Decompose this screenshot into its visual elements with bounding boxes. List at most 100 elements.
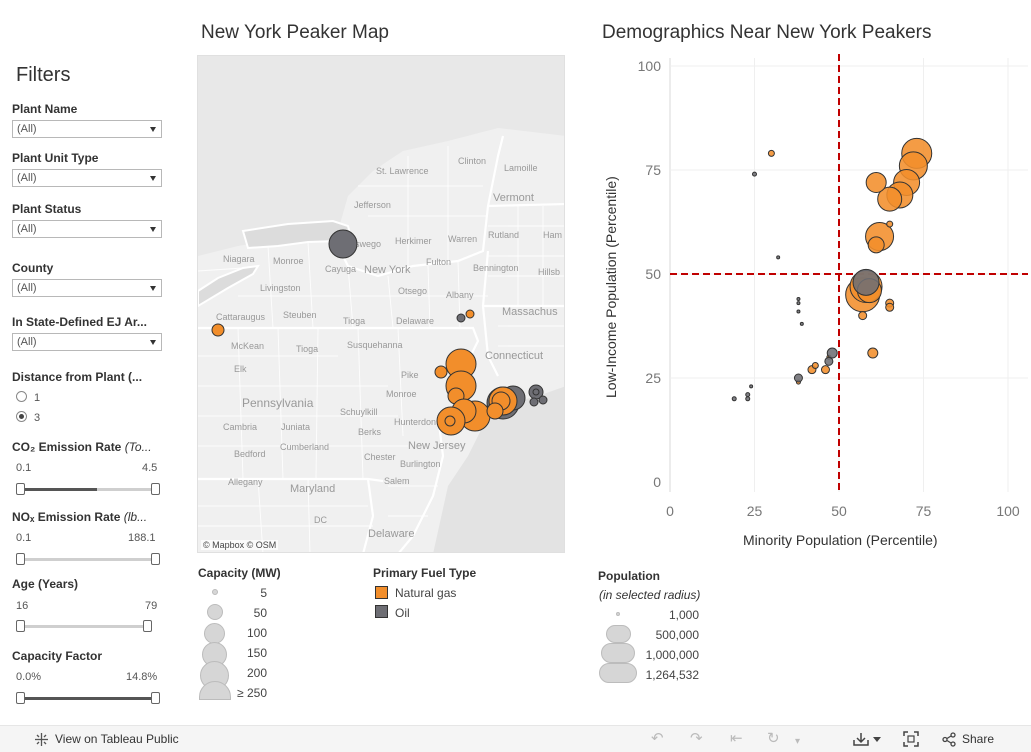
nox-slider-max-handle[interactable] [151,553,160,565]
x-tick-label: 100 [996,503,1020,519]
population-legend-bubble [606,625,631,643]
plant-marker-oil[interactable] [529,397,539,407]
plant-name-select[interactable]: (All) [12,120,162,138]
redo-icon[interactable]: ↷ [690,730,703,747]
plant-status-label: Plant Status [12,202,82,216]
capacity-legend-value: 200 [246,666,267,680]
plant-marker-gas[interactable] [465,309,475,319]
fuel-legend-title: Primary Fuel Type [373,566,477,580]
co2-label-unit: (To... [124,440,152,454]
oil-point [796,296,801,301]
plant-unit-type-select[interactable]: (All) [12,169,162,187]
distance-option-1[interactable]: 1 [16,391,40,404]
share-button[interactable]: Share [962,732,995,746]
oil-point [749,384,754,389]
refresh-icon[interactable]: ↻ [767,730,780,747]
capacity-factor-slider-min-handle[interactable] [16,692,25,704]
natural-gas-swatch[interactable] [375,586,388,599]
peaker-map[interactable]: St. Lawrence Clinton Lamoille Jefferson … [197,55,565,553]
tableau-icon[interactable] [34,732,49,747]
plant-marker-oil[interactable] [456,313,466,323]
natural-gas-legend-label[interactable]: Natural gas [395,586,457,600]
plant-marker-gas[interactable] [434,365,448,379]
map-label: Fulton [426,257,451,267]
nox-slider-track[interactable] [20,558,155,561]
oil-point [796,309,801,314]
plant-marker-gas[interactable] [444,415,456,427]
nox-slider-min-handle[interactable] [16,553,25,565]
age-max: 79 [145,600,158,612]
filters-title: Filters [16,64,71,86]
x-tick-label: 75 [916,503,932,519]
map-label: Cattaraugus [216,312,266,322]
age-slider-track[interactable] [20,625,148,628]
oil-legend-label[interactable]: Oil [395,606,410,620]
capacity-factor-slider-max-handle[interactable] [151,692,160,704]
download-icon[interactable] [852,731,882,747]
radio-button-selected[interactable] [16,411,27,422]
map-label: Lamoille [504,163,538,173]
population-legend-value: 1,264,532 [645,668,699,682]
nox-min: 0.1 [16,532,32,544]
map-label: Ham [543,230,562,240]
map-label: Berks [358,427,382,437]
chevron-down-icon[interactable]: ▾ [795,736,801,747]
revert-icon[interactable]: ⇤ [730,730,743,747]
capacity-factor-min: 0.0% [16,671,42,683]
share-icon[interactable] [942,732,957,747]
scatter-title: Demographics Near New York Peakers [602,22,932,43]
plant-name-value: (All) [17,123,37,135]
plant-status-select[interactable]: (All) [12,220,162,238]
chevron-down-icon [150,176,156,181]
map-label: Cayuga [325,264,356,274]
ej-area-select[interactable]: (All) [12,333,162,351]
plant-marker-oil[interactable] [532,388,540,396]
map-label: Monroe [386,389,417,399]
natural-gas-point [767,149,775,157]
co2-slider-min-handle[interactable] [16,483,25,495]
oil-point [799,321,804,326]
capacity-factor-label: Capacity Factor [12,649,103,663]
scatter-chart[interactable]: 0 25 50 75 100 0 25 50 75 100 Minority Population… [597,52,1031,556]
natural-gas-point [811,362,819,370]
map-label: Pike [401,370,419,380]
population-legend-title: Population [598,569,660,583]
co2-slider-track[interactable] [20,488,155,491]
map-label: Jefferson [354,200,391,210]
radio-button[interactable] [16,391,27,402]
age-slider-min-handle[interactable] [16,620,25,632]
plant-marker-oil[interactable] [328,229,358,259]
county-select[interactable]: (All) [12,279,162,297]
county-label: County [12,261,54,275]
x-tick-label: 25 [747,503,763,519]
plant-marker-gas[interactable] [486,402,504,420]
oil-point [752,171,757,177]
plant-unit-type-value: (All) [17,172,37,184]
chevron-down-icon [150,340,156,345]
map-label: Maryland [290,483,335,495]
y-tick-label: 75 [645,162,661,178]
fullscreen-icon[interactable] [903,731,919,747]
co2-slider-max-handle[interactable] [151,483,160,495]
plant-marker-oil[interactable] [538,395,548,405]
age-slider-max-handle[interactable] [143,620,152,632]
nox-label-unit: (lb... [123,510,148,524]
map-attribution[interactable]: © Mapbox © OSM [201,540,279,550]
map-label: Bennington [473,263,519,273]
distance-option-3[interactable]: 3 [16,411,40,424]
view-on-tableau-link[interactable]: View on Tableau Public [55,732,179,746]
age-min: 16 [16,600,29,612]
natural-gas-point [877,186,903,212]
undo-icon[interactable]: ↶ [651,730,664,747]
map-label: New York [364,264,411,276]
map-label: Monroe [273,256,304,266]
capacity-factor-slider-track[interactable] [20,697,155,700]
oil-point [793,373,803,383]
map-label: St. Lawrence [376,166,429,176]
x-axis-label: Minority Population (Percentile) [743,532,938,548]
plant-marker-gas[interactable] [211,323,225,337]
map-canvas: St. Lawrence Clinton Lamoille Jefferson … [198,56,564,552]
y-tick-label: 50 [645,266,661,282]
oil-swatch[interactable] [375,605,388,618]
distance-option-label: 3 [34,412,41,424]
